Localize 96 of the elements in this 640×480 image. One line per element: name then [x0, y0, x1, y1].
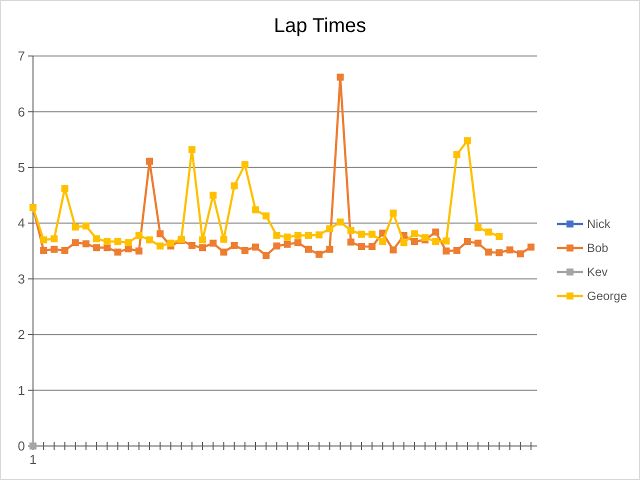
point	[326, 225, 334, 232]
y-tick-label: 7	[18, 48, 25, 64]
point	[241, 161, 248, 168]
point	[230, 182, 238, 190]
point	[262, 252, 270, 259]
point	[146, 236, 154, 244]
point	[135, 248, 142, 254]
point	[230, 242, 238, 249]
point	[50, 235, 58, 242]
point	[210, 192, 217, 199]
point	[50, 246, 58, 253]
y-tick-label: 1	[18, 382, 25, 398]
point	[358, 243, 365, 250]
point	[252, 206, 260, 214]
point	[528, 244, 534, 251]
y-tick-label: 3	[18, 271, 25, 286]
point	[188, 242, 196, 249]
point	[347, 238, 354, 246]
point	[146, 158, 154, 165]
point	[93, 244, 100, 252]
point	[156, 230, 164, 238]
point	[220, 236, 228, 243]
point	[485, 248, 492, 256]
point	[368, 230, 376, 238]
point	[379, 238, 386, 246]
point	[262, 212, 270, 220]
point	[294, 239, 302, 246]
y-tick-label: 5	[18, 160, 25, 175]
point	[284, 234, 291, 241]
point	[464, 137, 471, 144]
point	[273, 242, 280, 250]
point	[485, 228, 492, 236]
point	[506, 246, 514, 254]
point	[199, 244, 206, 252]
point	[167, 240, 174, 247]
legend-label: George	[587, 289, 628, 304]
point	[464, 238, 471, 246]
point	[82, 222, 90, 230]
point	[442, 248, 450, 254]
point	[135, 232, 142, 239]
point	[114, 238, 122, 246]
point	[124, 245, 132, 252]
point	[82, 240, 90, 248]
y-tick-label: 2	[18, 327, 25, 342]
point	[410, 238, 418, 246]
point	[390, 210, 397, 217]
point	[368, 243, 376, 250]
point	[358, 230, 365, 238]
point	[72, 239, 79, 246]
point	[72, 224, 79, 231]
point	[474, 240, 482, 247]
point	[114, 248, 122, 256]
point	[326, 246, 334, 253]
point	[273, 232, 280, 239]
point	[284, 240, 291, 248]
point	[496, 249, 503, 256]
point	[304, 232, 312, 239]
point	[61, 185, 68, 192]
point	[316, 231, 323, 238]
point	[252, 244, 260, 251]
point	[453, 151, 460, 158]
point	[390, 246, 397, 254]
point	[93, 235, 100, 242]
point	[124, 239, 132, 246]
y-tick-label: 6	[18, 104, 25, 120]
point	[347, 226, 354, 234]
point	[40, 246, 48, 254]
chart-title: Lap Times	[274, 15, 366, 37]
point	[104, 238, 111, 246]
point	[188, 146, 196, 154]
point	[410, 230, 418, 238]
point	[61, 246, 68, 254]
point	[304, 246, 312, 253]
legend-label: Kev	[587, 265, 608, 280]
point	[336, 74, 344, 81]
y-tick-label: 4	[18, 216, 25, 231]
point	[294, 232, 302, 239]
point	[241, 246, 248, 254]
point	[474, 224, 482, 232]
point	[453, 246, 460, 254]
point	[400, 239, 408, 246]
point	[496, 233, 503, 240]
y-tick-label: 0	[18, 438, 25, 454]
point	[336, 218, 344, 226]
legend-label: Nick	[587, 217, 612, 232]
point	[40, 236, 48, 244]
point	[442, 237, 450, 244]
point	[432, 228, 440, 236]
point	[220, 248, 228, 256]
point	[516, 250, 524, 258]
point	[199, 236, 206, 244]
point	[156, 242, 164, 250]
point	[210, 240, 217, 247]
point	[432, 238, 440, 246]
point	[316, 250, 323, 258]
legend-label: Bob	[587, 241, 609, 256]
